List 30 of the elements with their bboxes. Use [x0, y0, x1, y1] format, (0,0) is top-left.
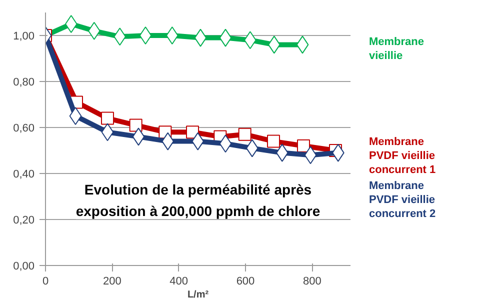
point — [132, 128, 145, 146]
x-tick-label: 200 — [102, 276, 122, 288]
point — [238, 128, 252, 141]
point — [219, 28, 232, 47]
text: Membrane PVDF vieillie concurrent 2 — [369, 179, 436, 221]
y-tick-label: 0,20 — [13, 214, 35, 226]
x-axis-title: L/m² — [187, 290, 210, 300]
point — [267, 134, 280, 148]
x-tick-label: 400 — [170, 276, 188, 288]
point — [297, 139, 310, 152]
point — [101, 123, 114, 142]
y-tick-label: 0,60 — [13, 122, 35, 134]
point — [101, 112, 114, 125]
x-tick-label: 0 — [42, 276, 49, 288]
point — [296, 36, 309, 54]
y-tick-label: 1,00 — [13, 30, 35, 42]
x-tick-label: 800 — [302, 276, 322, 288]
point — [219, 134, 232, 153]
y-tick-label: 0,00 — [13, 260, 35, 272]
x-tick-label: 600 — [236, 276, 255, 288]
point — [129, 118, 142, 132]
text: Membrane vieillie — [369, 35, 424, 63]
y-tick-label: 0,40 — [13, 168, 35, 180]
y-tick-label: 0,80 — [13, 76, 35, 88]
point — [69, 107, 82, 125]
point — [304, 146, 317, 164]
text: Evolution de la perméabilité après exposition à 200,000 ppmh de chlore — [76, 182, 320, 220]
text: Membrane PVDF vieillie concurrent 1 — [369, 135, 436, 177]
point — [139, 26, 152, 44]
point — [194, 28, 207, 47]
